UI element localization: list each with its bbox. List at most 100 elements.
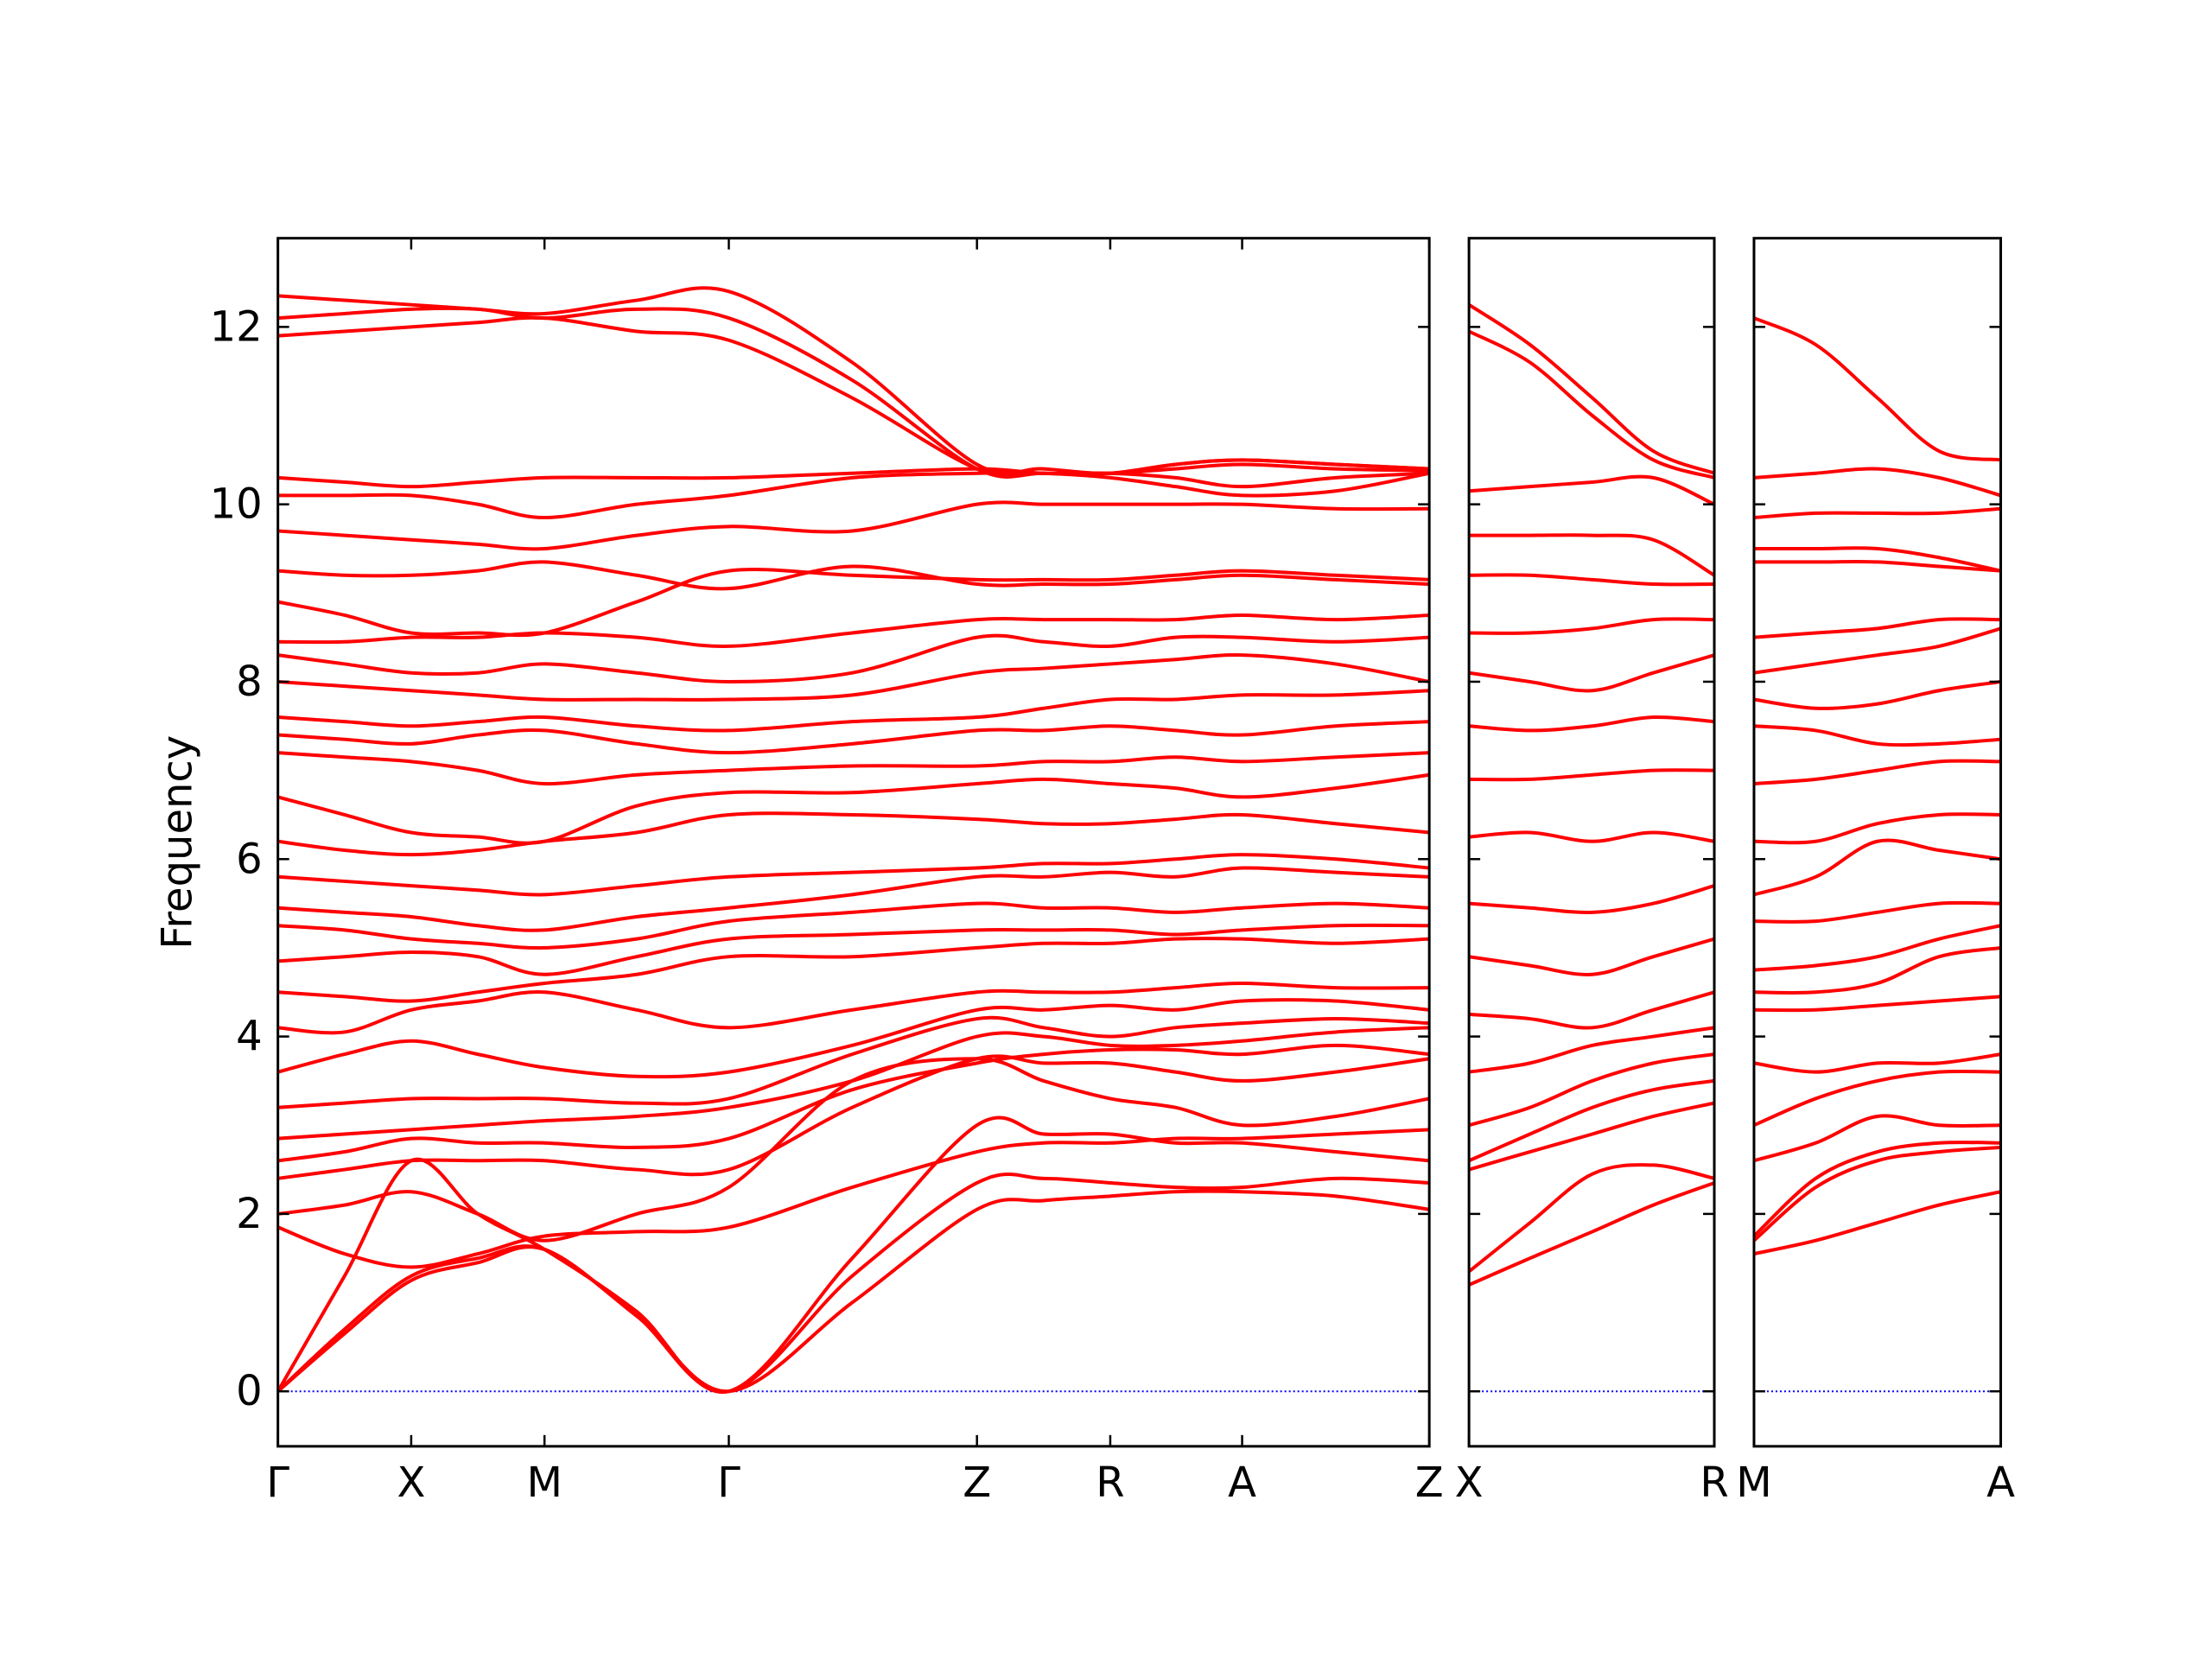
band-line — [1469, 474, 1714, 506]
band-line — [277, 772, 1430, 845]
band-line — [277, 853, 1430, 897]
bands — [277, 286, 1430, 1395]
band-line — [1469, 329, 1714, 480]
x-tick-label: Γ — [266, 1459, 289, 1507]
band-line — [1469, 1101, 1714, 1172]
band-line — [1469, 1078, 1714, 1163]
y-tick-label: 2 — [236, 1190, 263, 1238]
band-line — [277, 866, 1430, 932]
band-line — [1753, 945, 2001, 995]
band-line — [1753, 626, 2001, 675]
x-tick-label: M — [1736, 1459, 1771, 1507]
band-line — [1469, 937, 1714, 976]
band-line — [277, 560, 1430, 591]
x-tick-label: A — [1986, 1459, 2015, 1507]
bands — [1753, 316, 2001, 1256]
band-line — [1469, 830, 1714, 843]
axes-frame — [1752, 237, 2002, 1448]
band-line — [1753, 1145, 2001, 1243]
axes-frame — [276, 237, 1431, 1448]
band-line — [1469, 768, 1714, 782]
x-tick-label: Z — [963, 1459, 991, 1507]
y-tick-label: 4 — [236, 1013, 263, 1061]
axes-frame — [1467, 237, 1716, 1448]
band-line — [277, 1128, 1430, 1269]
x-tick-label: X — [397, 1459, 425, 1507]
band-line — [1469, 1026, 1714, 1074]
y-tick-label: 10 — [210, 480, 263, 529]
band-line — [277, 633, 1430, 683]
y-tick-label: 12 — [210, 302, 263, 351]
y-tick-label: 0 — [236, 1367, 263, 1415]
band-line — [277, 500, 1430, 551]
band-line — [277, 1189, 1430, 1394]
band-line — [277, 306, 1430, 479]
x-tick-label: Z — [1415, 1459, 1444, 1507]
band-line — [277, 981, 1430, 1035]
band-line — [1753, 900, 2001, 924]
band-line — [1469, 1181, 1714, 1287]
band-line — [1753, 1052, 2001, 1074]
x-tick-label: X — [1455, 1459, 1484, 1507]
band-line — [277, 720, 1430, 755]
band-line — [277, 1057, 1430, 1243]
band-line — [1753, 995, 2001, 1013]
band-line — [1753, 924, 2001, 972]
x-tick-label: Γ — [717, 1459, 741, 1507]
x-tick-label: R — [1096, 1459, 1124, 1507]
band-line — [277, 568, 1430, 638]
band-line — [277, 286, 1430, 475]
band-line — [1753, 546, 2001, 573]
band-line — [1469, 617, 1714, 635]
band-line — [1753, 1069, 2001, 1128]
band-line — [1753, 1141, 2001, 1238]
band-line — [277, 751, 1430, 786]
band-line — [277, 1173, 1430, 1394]
band-line — [1753, 724, 2001, 747]
band-line — [277, 653, 1430, 702]
band-line — [1753, 679, 2001, 710]
band-line — [1469, 303, 1714, 475]
band-line — [277, 1054, 1430, 1180]
band-line — [1753, 617, 2001, 639]
panel: 0 2 4 6 8 10 12 Γ X M Γ Z R A Z Frequency — [154, 237, 1444, 1507]
band-line — [277, 998, 1430, 1079]
band-line — [277, 937, 1430, 1003]
band-line — [277, 1015, 1430, 1109]
band-line — [1753, 1190, 2001, 1256]
bands — [1469, 303, 1714, 1287]
band-line — [1753, 506, 2001, 520]
band-line — [1753, 759, 2001, 786]
band-line — [1753, 812, 2001, 845]
band-line — [1469, 1163, 1714, 1274]
band-line — [1469, 715, 1714, 733]
band-line — [1753, 838, 2001, 897]
band-line — [277, 315, 1430, 489]
band-line — [277, 1043, 1430, 1163]
band-line — [1753, 467, 2001, 498]
band-line — [277, 811, 1430, 857]
x-tick-label: M — [526, 1459, 562, 1507]
band-line — [277, 923, 1430, 976]
band-line — [1753, 560, 2001, 573]
band-line — [1753, 1114, 2001, 1163]
band-line — [277, 689, 1430, 733]
band-line — [1753, 316, 2001, 462]
band-line — [1469, 884, 1714, 914]
band-line — [277, 1026, 1430, 1141]
band-line — [1469, 533, 1714, 577]
band-line — [277, 471, 1430, 520]
band-line — [277, 613, 1430, 648]
y-tick-label: 8 — [236, 658, 263, 706]
band-line — [1469, 573, 1714, 587]
band-line — [1469, 653, 1714, 693]
y-tick-label: 6 — [236, 835, 263, 883]
band-line — [277, 901, 1430, 950]
band-line — [1469, 990, 1714, 1030]
x-tick-label: A — [1228, 1459, 1256, 1507]
y-axis-label: Frequency — [154, 735, 202, 950]
x-tick-label: R — [1700, 1459, 1728, 1507]
